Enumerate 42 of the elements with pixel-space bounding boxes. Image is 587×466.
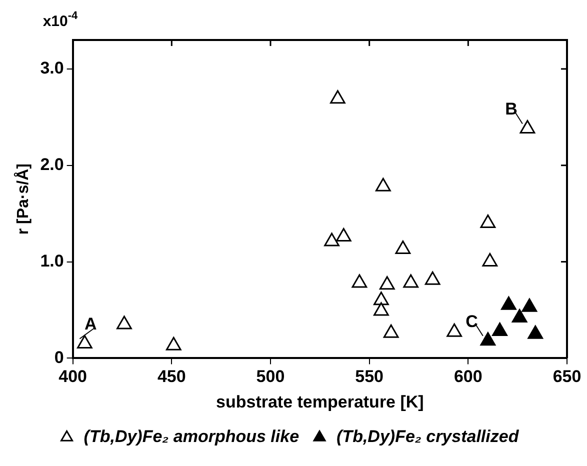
point [324,232,340,246]
point [395,240,411,254]
point [512,308,528,322]
point [446,323,462,337]
point [77,334,92,348]
point [374,302,389,316]
legend-label: (Tb,Dy)Fe₂ amorphous like [84,427,300,446]
point [375,178,391,192]
y-tick-label: 2.0 [40,155,64,174]
point [520,120,536,134]
y-tick-label: 0 [54,348,64,367]
point [528,325,544,339]
point [480,214,496,228]
x-tick-label: 450 [157,367,186,386]
point [424,271,440,285]
x-tick-label: 650 [552,367,582,386]
point [403,274,419,288]
annotation: A [84,314,97,334]
x-tick-label: 550 [355,367,384,386]
point [501,296,516,310]
y-axis-title: r [Pa·s/Å] [13,164,32,235]
annotation: B [505,100,518,119]
x-axis-title: substrate temperature [K] [216,392,424,412]
x-tick-label: 600 [454,367,482,386]
point [336,228,352,242]
y-tick-label: 1.0 [40,251,64,270]
legend-label: (Tb,Dy)Fe₂ crystallized [336,427,520,446]
point [330,90,346,104]
y-tick-label: 3.0 [40,58,64,78]
x-tick-label: 400 [58,367,88,386]
point [379,276,395,290]
annotation: C [466,312,478,331]
point [522,298,538,312]
x-tick-label: 500 [256,367,285,386]
point [383,324,399,338]
point [480,332,496,346]
point [374,292,389,306]
point [116,316,132,330]
point [352,274,368,288]
point [482,253,498,267]
point [166,336,182,350]
point [492,322,508,336]
